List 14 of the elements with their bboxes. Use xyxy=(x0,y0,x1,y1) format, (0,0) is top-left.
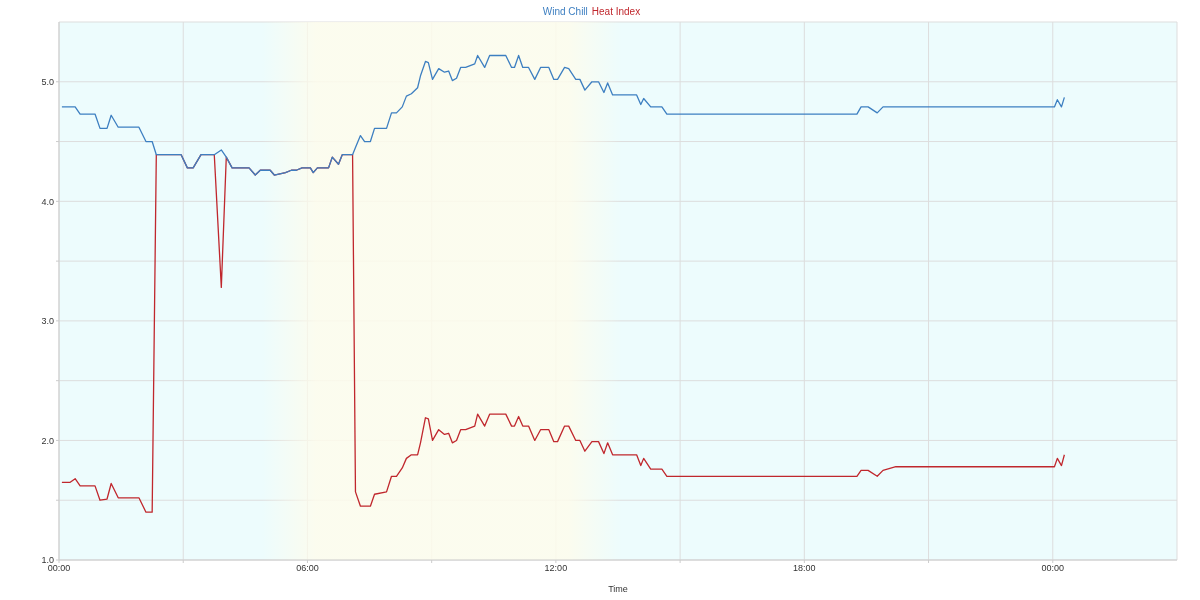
text: Heat Index xyxy=(591,6,641,17)
x-tick-label: 06:00 xyxy=(296,563,319,574)
x-tick-label: 12:00 xyxy=(544,563,568,574)
x-tick-label: 00:00 xyxy=(47,563,71,574)
y-tick-label: 3.0 xyxy=(41,316,54,327)
x-tick-label: 00:00 xyxy=(1041,563,1065,574)
y-tick-label: 5.0 xyxy=(41,76,54,87)
y-tick-label: 4.0 xyxy=(41,196,54,207)
text: Wind Chill xyxy=(542,6,588,17)
x-tick-label: 18:00 xyxy=(793,563,816,574)
line-series xyxy=(61,54,1066,176)
y-tick-label: 2.0 xyxy=(41,435,54,446)
x-axis-title: Time xyxy=(608,584,628,594)
y-tick-label: 1.0 xyxy=(41,555,54,566)
